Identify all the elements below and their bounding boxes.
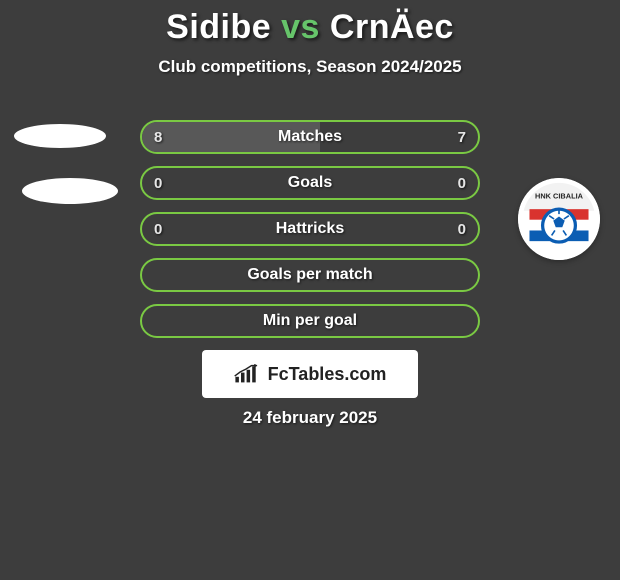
page-title: Sidibe vs CrnÄec bbox=[0, 0, 620, 47]
stat-row: Min per goal bbox=[0, 304, 620, 350]
stat-pill: 0 0 Hattricks bbox=[140, 212, 480, 246]
stat-pill: 8 7 Matches bbox=[140, 120, 480, 154]
stat-pill: Goals per match bbox=[140, 258, 480, 292]
avatar-placeholder bbox=[14, 124, 106, 148]
right-club-badge: HNK CIBALIA bbox=[518, 178, 600, 260]
stat-value-left: 8 bbox=[154, 129, 162, 146]
stat-label: Goals per match bbox=[247, 266, 372, 284]
stat-value-left: 0 bbox=[154, 221, 162, 238]
stat-value-right: 0 bbox=[458, 175, 466, 192]
title-player-left: Sidibe bbox=[166, 8, 271, 46]
stat-pill: Min per goal bbox=[140, 304, 480, 338]
stat-row: Goals per match bbox=[0, 258, 620, 304]
subtitle: Club competitions, Season 2024/2025 bbox=[0, 57, 620, 77]
badge-text: HNK CIBALIA bbox=[535, 192, 584, 201]
club-badge-svg: HNK CIBALIA bbox=[518, 178, 600, 260]
bar-chart-icon bbox=[234, 364, 262, 384]
stat-value-right: 0 bbox=[458, 221, 466, 238]
brand-text: FcTables.com bbox=[268, 364, 387, 385]
footer-date: 24 february 2025 bbox=[0, 408, 620, 428]
stat-value-left: 0 bbox=[154, 175, 162, 192]
title-player-right: CrnÄec bbox=[330, 8, 454, 46]
avatar-placeholder bbox=[22, 178, 118, 204]
stat-label: Hattricks bbox=[276, 220, 344, 238]
stat-value-right: 7 bbox=[458, 129, 466, 146]
stat-label: Min per goal bbox=[263, 312, 357, 330]
stat-pill: 0 0 Goals bbox=[140, 166, 480, 200]
brand-watermark: FcTables.com bbox=[202, 350, 418, 398]
stat-label: Goals bbox=[288, 174, 332, 192]
stat-label: Matches bbox=[278, 128, 342, 146]
title-vs: vs bbox=[281, 8, 320, 46]
